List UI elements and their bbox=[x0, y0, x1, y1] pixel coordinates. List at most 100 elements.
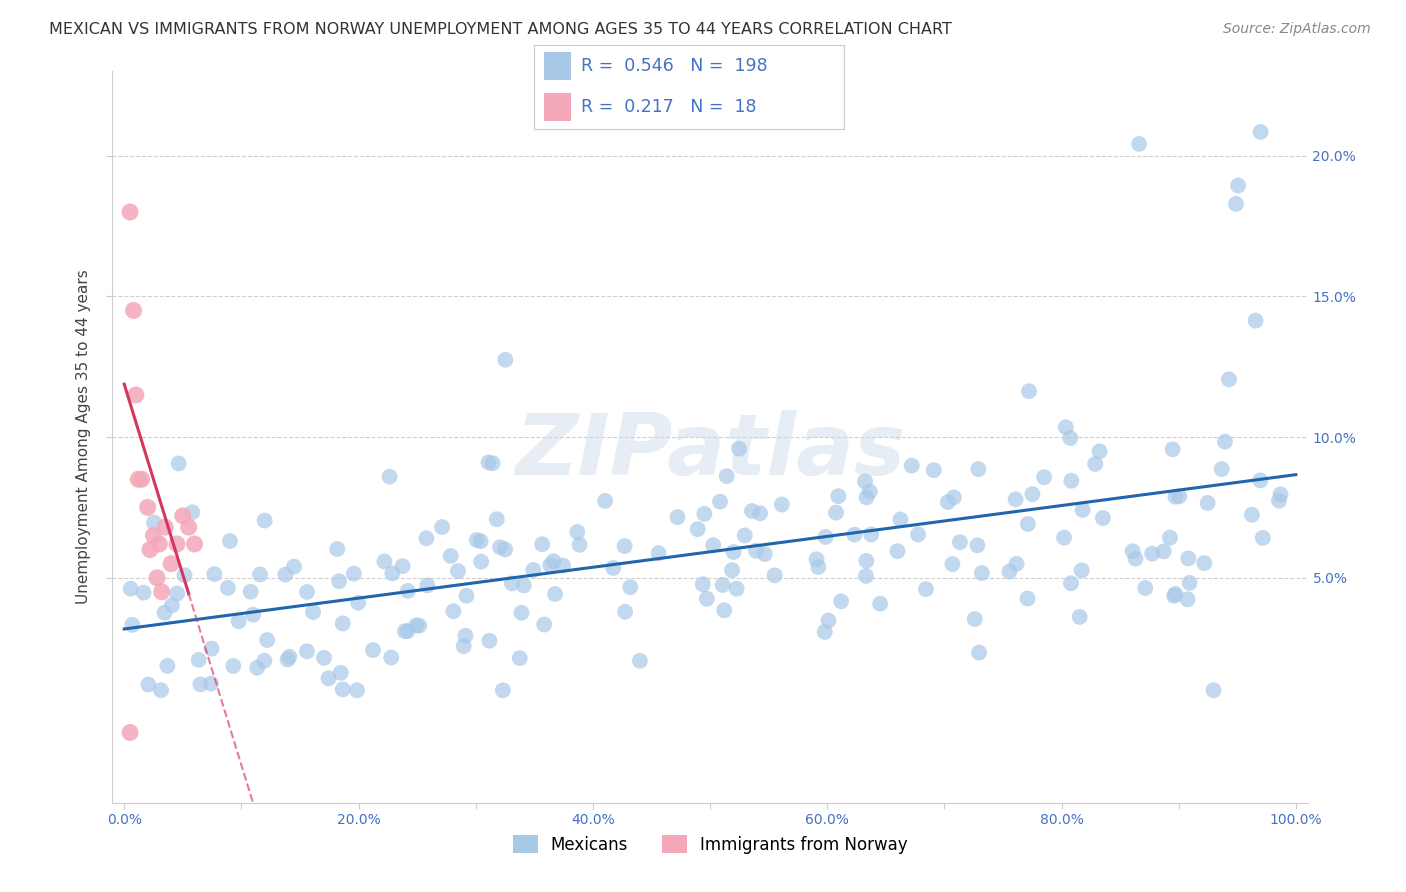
Point bbox=[253, 514, 276, 528]
Point bbox=[941, 557, 963, 571]
Y-axis label: Unemployment Among Ages 35 to 44 years: Unemployment Among Ages 35 to 44 years bbox=[76, 269, 91, 605]
Point bbox=[1240, 508, 1263, 522]
Point bbox=[120, 205, 141, 219]
Point bbox=[713, 603, 735, 617]
Point bbox=[132, 585, 155, 599]
Point bbox=[378, 469, 401, 483]
Point bbox=[246, 661, 269, 675]
Point bbox=[859, 484, 882, 499]
Point bbox=[1159, 531, 1181, 545]
Legend: Mexicans, Immigrants from Norway: Mexicans, Immigrants from Norway bbox=[506, 829, 914, 860]
Point bbox=[142, 528, 165, 542]
Point bbox=[936, 495, 959, 509]
Point bbox=[239, 584, 262, 599]
Point bbox=[967, 646, 990, 660]
Point bbox=[454, 629, 477, 643]
Point bbox=[160, 599, 183, 613]
Point bbox=[1021, 487, 1043, 501]
Point bbox=[889, 512, 911, 526]
Point bbox=[745, 543, 768, 558]
Point bbox=[312, 650, 335, 665]
Point bbox=[1177, 551, 1199, 566]
FancyBboxPatch shape bbox=[544, 93, 571, 120]
Point bbox=[1128, 136, 1150, 151]
Point bbox=[167, 457, 190, 471]
Point bbox=[160, 557, 183, 571]
Point bbox=[949, 535, 972, 549]
Point bbox=[1033, 470, 1056, 484]
Point bbox=[228, 614, 250, 628]
Point bbox=[295, 644, 318, 658]
Point bbox=[1135, 581, 1157, 595]
Point bbox=[966, 538, 988, 552]
Point bbox=[120, 582, 142, 596]
Point bbox=[277, 652, 299, 666]
Point bbox=[405, 618, 427, 632]
Point bbox=[922, 463, 945, 477]
Point bbox=[1164, 490, 1187, 504]
Point bbox=[853, 475, 876, 489]
Point bbox=[716, 469, 738, 483]
Point bbox=[200, 676, 222, 690]
Point bbox=[806, 552, 828, 566]
Point bbox=[166, 586, 188, 600]
Point bbox=[1213, 434, 1236, 449]
Point bbox=[509, 651, 531, 665]
Point bbox=[1168, 489, 1191, 503]
Point bbox=[825, 506, 848, 520]
Point bbox=[647, 546, 669, 560]
Point bbox=[181, 505, 204, 519]
Point bbox=[1211, 462, 1233, 476]
Point bbox=[447, 564, 470, 578]
Point bbox=[481, 456, 503, 470]
Point bbox=[770, 498, 793, 512]
Point bbox=[166, 537, 188, 551]
Point bbox=[568, 538, 591, 552]
FancyBboxPatch shape bbox=[544, 53, 571, 80]
Point bbox=[501, 576, 523, 591]
Point bbox=[1177, 592, 1199, 607]
Point bbox=[614, 605, 637, 619]
Point bbox=[1225, 197, 1247, 211]
Point bbox=[900, 458, 922, 473]
Point bbox=[538, 558, 561, 573]
Point bbox=[1194, 556, 1216, 570]
Point bbox=[1054, 420, 1077, 434]
Point bbox=[1125, 551, 1147, 566]
Point bbox=[155, 520, 177, 534]
Point bbox=[219, 534, 242, 549]
Point bbox=[709, 494, 731, 508]
Point bbox=[522, 563, 544, 577]
Point bbox=[1140, 547, 1163, 561]
Point bbox=[830, 594, 852, 608]
Point bbox=[1249, 474, 1271, 488]
Point bbox=[190, 677, 212, 691]
Point bbox=[456, 589, 478, 603]
Point bbox=[998, 565, 1021, 579]
Point bbox=[470, 555, 492, 569]
Point bbox=[332, 682, 354, 697]
Point bbox=[253, 654, 276, 668]
Point bbox=[1250, 125, 1272, 139]
Point bbox=[394, 624, 416, 639]
Point bbox=[381, 566, 404, 581]
Point bbox=[728, 442, 751, 456]
Point bbox=[754, 547, 776, 561]
Point bbox=[326, 542, 349, 557]
Point bbox=[1091, 511, 1114, 525]
Point bbox=[329, 665, 352, 680]
Point bbox=[172, 508, 194, 523]
Point bbox=[1017, 591, 1039, 606]
Point bbox=[173, 568, 195, 582]
Point bbox=[415, 531, 437, 545]
Point bbox=[734, 528, 756, 542]
Point bbox=[741, 504, 763, 518]
Point bbox=[544, 587, 567, 601]
Point bbox=[187, 653, 209, 667]
Point bbox=[1178, 575, 1201, 590]
Point bbox=[721, 563, 744, 577]
Point bbox=[807, 560, 830, 574]
Point bbox=[440, 549, 463, 563]
Point bbox=[1164, 587, 1187, 601]
Point bbox=[1070, 563, 1092, 577]
